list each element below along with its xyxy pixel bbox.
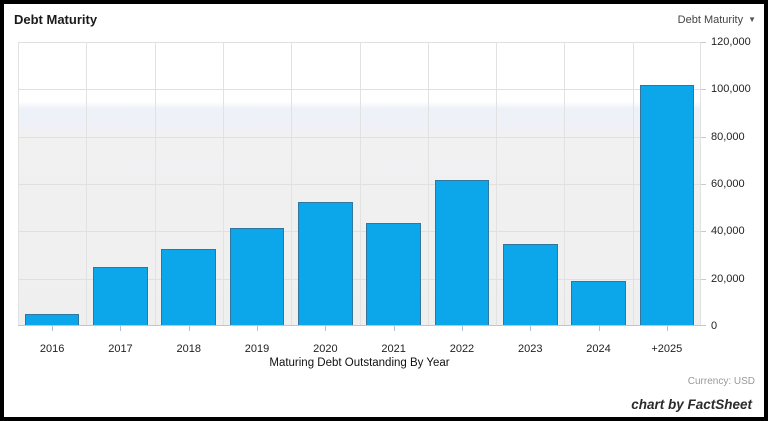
x-tick-label: 2024 — [586, 343, 611, 355]
gridline-horizontal — [18, 89, 701, 91]
x-tick-label: 2018 — [176, 343, 201, 355]
gridline-horizontal — [18, 278, 701, 280]
x-tick-label: 2019 — [244, 343, 270, 355]
y-tick-mark — [701, 42, 706, 43]
factsheet-watermark: chart by FactSheet — [631, 397, 752, 412]
bar-2023[interactable] — [502, 244, 558, 326]
x-axis-baseline — [18, 325, 701, 326]
x-axis-ticks — [18, 326, 701, 332]
x-tick-mark — [120, 326, 122, 331]
bar-2019[interactable] — [229, 227, 285, 326]
x-tick-label: 2023 — [518, 343, 543, 355]
gridline-horizontal — [18, 231, 701, 233]
x-tick-mark — [393, 326, 395, 331]
y-tick-label: 60,000 — [711, 178, 745, 190]
chevron-down-icon: ▼ — [748, 15, 756, 24]
x-tick-mark — [598, 326, 600, 331]
x-tick-mark — [52, 326, 54, 331]
bar-2020[interactable] — [298, 201, 353, 326]
bar-2021[interactable] — [366, 223, 421, 326]
x-tick-mark — [188, 326, 190, 331]
y-tick-mark — [701, 278, 706, 280]
x-tick-label: 2022 — [449, 343, 475, 355]
gridline-horizontal — [18, 136, 701, 138]
gridline-horizontal — [18, 184, 701, 185]
y-tick-label: 120,000 — [711, 36, 751, 48]
currency-label: Currency: USD — [687, 376, 755, 387]
x-tick-mark — [461, 326, 463, 331]
y-tick-label: 80,000 — [711, 130, 745, 143]
plot-area — [18, 42, 701, 326]
bar-2016[interactable] — [24, 313, 80, 326]
y-tick-mark — [701, 184, 706, 185]
x-tick-mark — [530, 326, 532, 331]
x-tick-label: 2020 — [313, 343, 338, 355]
x-axis-title: Maturing Debt Outstanding By Year — [269, 357, 450, 369]
y-tick-mark — [701, 136, 706, 138]
x-tick-label: 2017 — [108, 343, 133, 355]
y-axis: 0 20,000 40,000 60,000 80,000 100,000 120,000 — [701, 36, 763, 332]
bar-2018[interactable] — [161, 249, 217, 326]
chart-type-dropdown-label: Debt Maturity — [677, 14, 744, 26]
y-tick-label: 100,000 — [711, 83, 751, 96]
y-tick-mark — [701, 231, 706, 233]
x-tick-mark — [666, 326, 668, 331]
bar-+2025[interactable] — [639, 84, 695, 326]
x-tick-label: 2021 — [381, 343, 406, 355]
y-tick-label: 20,000 — [711, 272, 745, 285]
chart-type-dropdown[interactable]: Debt Maturity ▼ — [678, 14, 756, 26]
x-tick-mark — [257, 326, 259, 331]
y-tick-mark — [701, 89, 706, 91]
x-tick-mark — [325, 326, 327, 331]
page-title: Debt Maturity — [14, 12, 98, 27]
gridline-horizontal — [18, 42, 701, 43]
bar-2022[interactable] — [434, 180, 490, 326]
x-tick-label: 2016 — [39, 343, 65, 355]
y-tick-label: 40,000 — [711, 225, 745, 238]
y-tick-label: 0 — [711, 320, 718, 332]
x-tick-label: +2025 — [651, 343, 683, 355]
bar-2024[interactable] — [571, 281, 626, 326]
bar-2017[interactable] — [93, 266, 148, 326]
x-axis-labels: 2016 2017 2018 2019 2020 2021 2022 2023 2024 +202… — [18, 343, 701, 357]
y-tick-mark — [701, 325, 706, 326]
